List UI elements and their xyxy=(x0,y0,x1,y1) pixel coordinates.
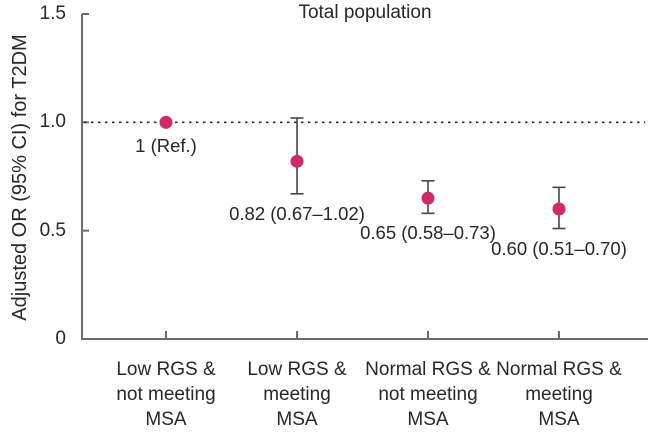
x-category-label: Low RGS & meeting MSA xyxy=(247,359,347,430)
y-tick-label: 0 xyxy=(55,328,66,349)
point-value-label: 0.65 (0.58–0.73) xyxy=(360,222,496,244)
y-axis-label: Adjusted OR (95% CI) for T2DM xyxy=(9,34,31,321)
chart-title: Total population xyxy=(298,2,432,23)
x-category-label: Normal RGS & meeting MSA xyxy=(496,359,622,430)
y-tick-label: 1.0 xyxy=(39,111,66,133)
x-category-label: Normal RGS & not meeting MSA xyxy=(365,359,491,430)
point-value-label: 0.82 (0.67–1.02) xyxy=(229,202,365,224)
y-tick-label: 1.5 xyxy=(39,3,66,24)
point-value-label: 0.60 (0.51–0.70) xyxy=(491,237,627,259)
data-point-marker xyxy=(159,115,173,129)
data-point-marker xyxy=(290,154,304,168)
data-point-marker xyxy=(421,191,435,205)
y-tick-label: 0.5 xyxy=(39,219,66,241)
point-value-label: 1 (Ref.) xyxy=(135,135,197,157)
x-category-label: Low RGS & not meeting MSA xyxy=(116,359,216,430)
data-point-marker xyxy=(552,202,566,216)
